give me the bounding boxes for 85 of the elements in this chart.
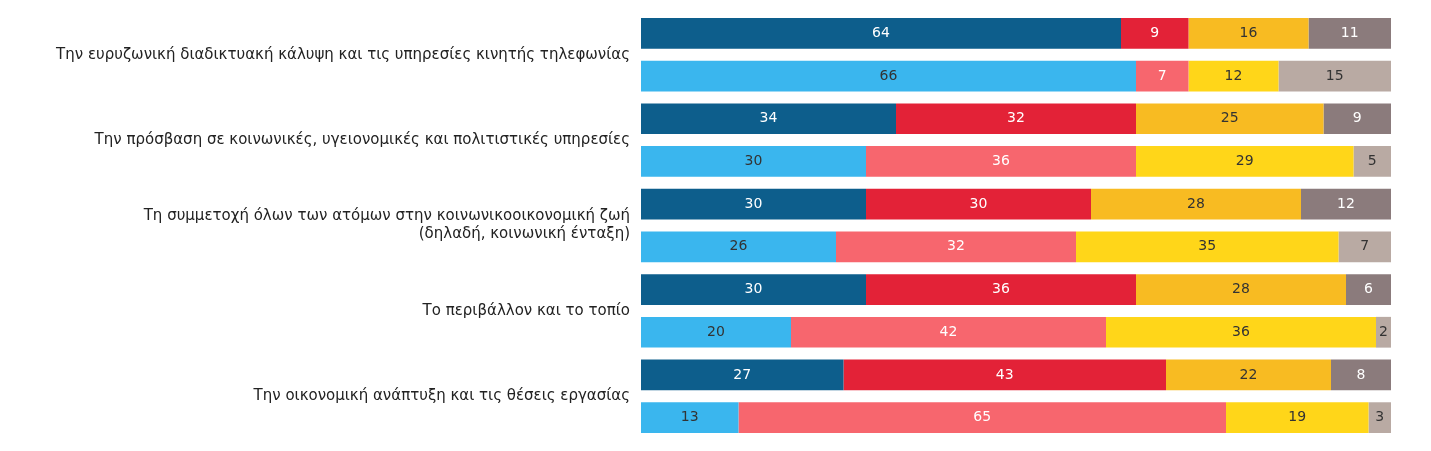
data-label: 36 — [992, 152, 1010, 169]
y-tick-label: Το περιβάλλον και το τοπίο — [421, 300, 630, 319]
data-label: 8 — [1356, 365, 1366, 382]
data-label: 9 — [1150, 23, 1160, 40]
data-label: 30 — [744, 194, 763, 211]
data-label: 34 — [759, 109, 778, 126]
data-label: 30 — [969, 194, 988, 211]
bar — [641, 17, 1121, 49]
data-label: 13 — [680, 408, 699, 425]
y-tick-label: Την πρόσβαση σε κοινωνικές, υγειονομικές και πολιτιστικές υπηρεσίες — [93, 129, 630, 148]
bar — [843, 359, 1166, 391]
data-label: 30 — [744, 152, 763, 169]
y-tick-label: Την ευρυζωνική διαδικτυακή κάλυψη και τις υπηρεσίες κινητής τηλεφωνίας — [55, 44, 630, 63]
bar — [641, 316, 791, 348]
bar — [866, 146, 1136, 177]
data-label: 27 — [733, 365, 752, 382]
bar — [641, 188, 866, 220]
bar — [738, 402, 1226, 434]
bar — [866, 188, 1091, 220]
bar — [1136, 274, 1346, 305]
data-label: 35 — [1198, 237, 1217, 254]
data-label: 29 — [1235, 152, 1254, 169]
bar — [836, 231, 1076, 263]
bar — [641, 103, 896, 135]
bar — [641, 402, 739, 434]
data-label: 15 — [1325, 66, 1344, 83]
bar — [896, 103, 1136, 135]
data-label: 25 — [1220, 109, 1239, 126]
bar — [1188, 60, 1279, 92]
data-label: 20 — [707, 322, 725, 339]
data-label: 6 — [1364, 280, 1374, 297]
bar — [1338, 231, 1391, 263]
bar — [1166, 359, 1331, 391]
data-label: 12 — [1337, 194, 1355, 211]
bar — [1121, 17, 1189, 49]
bar — [1368, 402, 1391, 434]
y-tick-label: Την οικονομική ανάπτυξη και τις θέσεις εργασίας — [252, 386, 630, 405]
data-label: 19 — [1288, 408, 1307, 425]
bar — [641, 231, 836, 263]
bar — [1331, 359, 1391, 391]
data-label: 36 — [1232, 322, 1250, 339]
bar — [641, 359, 844, 391]
data-label: 30 — [744, 280, 763, 297]
bar — [1346, 274, 1391, 305]
data-label: 16 — [1239, 23, 1258, 40]
bar — [641, 274, 866, 305]
bar — [1278, 60, 1391, 92]
bar — [641, 60, 1136, 92]
data-label: 65 — [973, 408, 992, 425]
data-label: 11 — [1340, 23, 1359, 40]
data-label: 3 — [1375, 408, 1385, 425]
data-label: 26 — [729, 237, 748, 254]
data-label: 5 — [1367, 152, 1377, 169]
bar — [1188, 17, 1309, 49]
data-label: 28 — [1232, 280, 1250, 297]
data-label: 28 — [1187, 194, 1205, 211]
data-label: 2 — [1379, 322, 1388, 339]
bar — [1308, 17, 1391, 49]
data-label: 66 — [879, 66, 898, 83]
bar — [1136, 103, 1324, 135]
bar — [641, 146, 866, 177]
data-label: 32 — [1007, 109, 1025, 126]
bar — [1091, 188, 1301, 220]
bar — [1106, 316, 1376, 348]
data-label: 36 — [992, 280, 1010, 297]
bar — [866, 274, 1136, 305]
y-tick-label: Τη συμμετοχή όλων των ατόμων στην κοινωνικοοικονομική ζωή (δηλαδή, κοινωνική ένταξη) — [142, 206, 630, 243]
bar — [1226, 402, 1369, 434]
data-label: 7 — [1157, 66, 1167, 83]
data-label: 64 — [872, 23, 890, 40]
bar — [1136, 146, 1354, 177]
data-label: 9 — [1352, 109, 1362, 126]
data-label: 42 — [939, 322, 958, 339]
data-label: 32 — [947, 237, 965, 254]
bar — [1323, 103, 1391, 135]
data-label: 22 — [1239, 365, 1258, 382]
bar — [1376, 316, 1391, 348]
data-label: 7 — [1360, 237, 1370, 254]
data-label: 43 — [995, 365, 1014, 382]
bar — [1301, 188, 1391, 220]
data-label: 12 — [1224, 66, 1243, 83]
bar — [1136, 60, 1189, 92]
bar — [791, 316, 1106, 348]
bar — [1076, 231, 1339, 263]
bar — [1353, 146, 1391, 177]
